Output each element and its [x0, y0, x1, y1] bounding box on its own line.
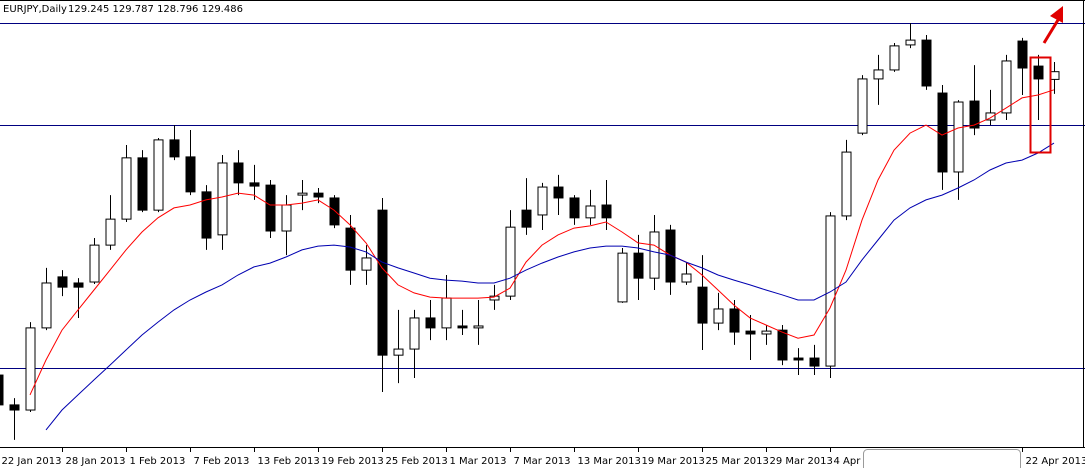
candle-body [25, 327, 36, 411]
x-tick-label: 25 Mar 2013 [706, 456, 769, 467]
candle-body [297, 192, 308, 196]
candle-body [0, 374, 4, 406]
candle-body [73, 282, 84, 288]
candle-body [217, 162, 228, 236]
candle-body [665, 229, 676, 283]
moving-average [45, 142, 1055, 431]
candle-body [1017, 40, 1028, 69]
x-tick-label: 25 Feb 2013 [386, 456, 448, 467]
candle-body [937, 92, 948, 173]
candle-body [857, 78, 868, 134]
highlight-box [1029, 56, 1052, 154]
candle-body [473, 325, 484, 329]
candle-body [121, 157, 132, 220]
candle-body [345, 227, 356, 271]
candle-body [777, 329, 788, 361]
candle-body [633, 252, 644, 279]
candle-body [841, 151, 852, 217]
x-tick-label: 19 Mar 2013 [642, 456, 705, 467]
x-tick-label: 29 Mar 2013 [770, 456, 833, 467]
candle-body [921, 39, 932, 87]
candle-body [41, 282, 52, 329]
candle-body [313, 192, 324, 198]
candle-body [281, 204, 292, 232]
candle-body [969, 100, 980, 129]
candle-body [729, 308, 740, 333]
candle-body [265, 184, 276, 232]
chart-subtitle: 129.245 129.787 128.796 129.486 [68, 4, 243, 15]
trend-arrow [1042, 6, 1063, 44]
x-tick-label: 7 Feb 2013 [194, 456, 250, 467]
candle-body [793, 357, 804, 361]
x-tick-label: 13 Mar 2013 [578, 456, 641, 467]
candle-body [585, 205, 596, 219]
moving-average [29, 89, 1055, 396]
candle-body [1033, 65, 1044, 80]
candle-body [393, 348, 404, 356]
candle-body [361, 257, 372, 271]
plot-area [0, 23, 1085, 440]
x-tick-label: 19 Feb 2013 [322, 456, 384, 467]
candle-body [249, 182, 260, 187]
candle-body [137, 157, 148, 211]
candle-body [521, 209, 532, 228]
candle-body [649, 231, 660, 279]
candle-body [825, 215, 836, 367]
candle-body [745, 330, 756, 335]
candle-body [201, 191, 212, 239]
x-tick-label: 1 Mar 2013 [450, 456, 507, 467]
candle-body [89, 244, 100, 283]
arrow-shaft [1042, 19, 1060, 44]
candle-body [985, 112, 996, 121]
candle-body [601, 204, 612, 219]
candle-body [425, 317, 436, 329]
candle-body [905, 39, 916, 46]
candle-body [681, 273, 692, 283]
candle-body [233, 162, 244, 184]
candle-body [809, 357, 820, 367]
candle-body [457, 325, 468, 329]
candle-body [761, 330, 772, 335]
candle-body [889, 45, 900, 71]
x-tick-label: 4 Apr 2013 [834, 456, 889, 467]
x-tick-label: 22 Apr 2013 [1026, 456, 1085, 467]
candle-body [169, 139, 180, 158]
candle-body [409, 317, 420, 350]
candle-body [537, 186, 548, 216]
candle-body [569, 197, 580, 219]
candle-body [489, 295, 500, 301]
candle-body [713, 308, 724, 324]
candle-body [617, 252, 628, 303]
candle-body [329, 197, 340, 226]
candle-body [185, 156, 196, 193]
candle-body [553, 186, 564, 199]
candle-body [441, 297, 452, 329]
x-tick-label: 7 Mar 2013 [514, 456, 571, 467]
candle-body [873, 69, 884, 80]
candle-body [1001, 60, 1012, 114]
candle-body [9, 404, 20, 411]
arrow-head [1050, 6, 1063, 23]
candle-body [377, 209, 388, 356]
candle-body [953, 101, 964, 173]
tooltip-box [863, 449, 1021, 468]
candle-body [153, 139, 164, 211]
x-axis: 22 Jan 2013 28 Jan 2013 1 Feb 2013 7 Feb 20… [2, 447, 1085, 467]
candle-body [105, 218, 116, 246]
x-tick-label: 1 Feb 2013 [130, 456, 186, 467]
x-tick-label: 28 Jan 2013 [66, 456, 126, 467]
chart-title: EURJPY,Daily [3, 4, 67, 15]
candle-body [697, 286, 708, 324]
x-tick-label: 13 Feb 2013 [258, 456, 320, 467]
candle-body [57, 276, 68, 288]
x-tick-label: 22 Jan 2013 [2, 456, 62, 467]
candle-body [505, 226, 516, 297]
